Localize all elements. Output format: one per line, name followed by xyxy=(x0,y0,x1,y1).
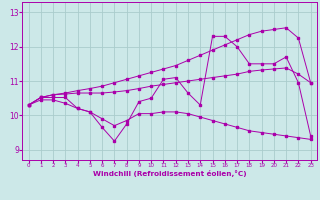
X-axis label: Windchill (Refroidissement éolien,°C): Windchill (Refroidissement éolien,°C) xyxy=(93,170,246,177)
